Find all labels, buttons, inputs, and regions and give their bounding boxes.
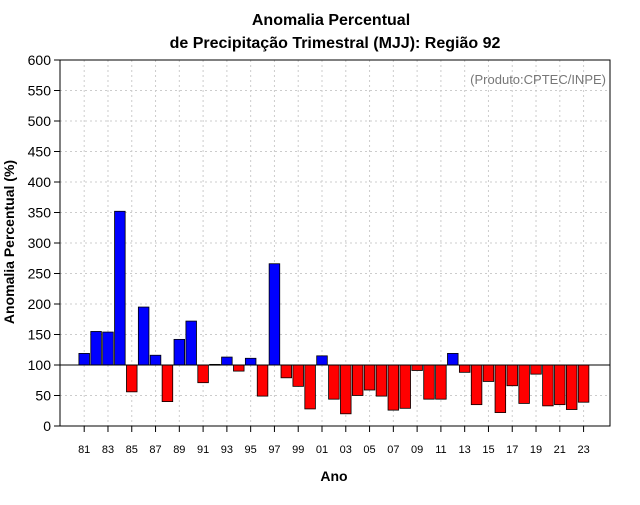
bar-14	[470, 364, 483, 406]
x-tick-label-91: 91	[197, 444, 209, 456]
credit-label: (Produto:CPTEC/INPE)	[470, 72, 606, 87]
x-tick-label-99: 99	[292, 444, 304, 456]
x-tick-label-19: 19	[530, 444, 542, 456]
chart-title-line1: Anomalia Percentual	[252, 12, 410, 29]
bar-06	[375, 364, 388, 397]
bar-82	[90, 331, 102, 366]
y-tick-label-250: 250	[28, 266, 52, 282]
y-tick-label-50: 50	[35, 388, 51, 404]
bar-23	[577, 364, 590, 403]
bar-02	[328, 364, 340, 400]
y-tick-label-150: 150	[28, 327, 52, 343]
x-tick-label-97: 97	[268, 444, 280, 456]
y-tick-label-100: 100	[28, 357, 52, 373]
y-tick-label-350: 350	[28, 205, 52, 221]
bar-15	[482, 364, 495, 382]
x-axis-title: Ano	[320, 468, 347, 484]
x-tick-label-07: 07	[387, 444, 399, 456]
x-tick-label-03: 03	[340, 444, 352, 456]
bar-99	[292, 364, 304, 387]
bar-03	[340, 364, 352, 415]
bar-05	[363, 364, 376, 391]
x-tick-label-93: 93	[221, 444, 233, 456]
bar-04	[351, 364, 364, 396]
bar-90	[185, 320, 197, 366]
chart-title-line2: de Precipitação Trimestral (MJJ): Região…	[170, 35, 501, 52]
bar-09	[411, 364, 423, 371]
bar-00	[304, 364, 316, 410]
bar-95	[244, 357, 257, 366]
bar-13	[458, 364, 471, 373]
y-axis-title: Anomalia Percentual (%)	[1, 160, 17, 324]
bar-84	[114, 210, 126, 366]
y-tick-label-300: 300	[28, 235, 52, 251]
bar-96	[256, 364, 269, 397]
x-tick-label-13: 13	[459, 444, 471, 456]
bar-89	[173, 338, 186, 366]
bar-07	[387, 364, 400, 411]
x-tick-label-81: 81	[78, 444, 90, 456]
x-tick-label-87: 87	[149, 444, 161, 456]
bar-08	[399, 364, 411, 409]
bar-20	[542, 364, 554, 407]
x-tick-label-83: 83	[102, 444, 114, 456]
y-tick-label-0: 0	[43, 418, 51, 434]
x-tick-label-05: 05	[363, 444, 375, 456]
bar-10	[423, 364, 435, 400]
bar-16	[494, 364, 507, 413]
y-tick-label-600: 600	[28, 52, 52, 68]
y-tick-label-550: 550	[28, 83, 52, 99]
bar-17	[506, 364, 518, 387]
bar-01	[316, 355, 328, 366]
bar-94	[233, 364, 245, 372]
bar-98	[280, 364, 293, 379]
x-tick-label-15: 15	[482, 444, 494, 456]
y-tick-label-500: 500	[28, 113, 52, 129]
x-tick-label-21: 21	[554, 444, 566, 456]
bar-21	[554, 364, 566, 406]
y-tick-label-450: 450	[28, 144, 52, 160]
bar-88	[161, 364, 174, 402]
bar-18	[518, 364, 530, 404]
bar-86	[137, 306, 150, 366]
x-tick-label-85: 85	[126, 444, 138, 456]
bar-85	[126, 364, 138, 393]
bar-97	[268, 263, 281, 366]
bar-11	[435, 364, 447, 400]
x-tick-label-17: 17	[506, 444, 518, 456]
bar-19	[530, 364, 542, 375]
bar-93	[221, 356, 233, 366]
x-tick-label-95: 95	[245, 444, 257, 456]
bar-12	[447, 353, 459, 366]
y-tick-label-400: 400	[28, 174, 52, 190]
y-tick-label-200: 200	[28, 296, 52, 312]
bar-91	[197, 364, 209, 384]
x-tick-label-09: 09	[411, 444, 423, 456]
x-tick-label-11: 11	[435, 444, 446, 456]
bar-87	[149, 354, 162, 366]
x-tick-label-01: 01	[316, 444, 328, 456]
x-tick-label-89: 89	[173, 444, 185, 456]
x-tick-label-23: 23	[577, 444, 589, 456]
bar-22	[565, 364, 578, 410]
bar-81	[78, 353, 90, 366]
bar-83	[102, 331, 114, 366]
